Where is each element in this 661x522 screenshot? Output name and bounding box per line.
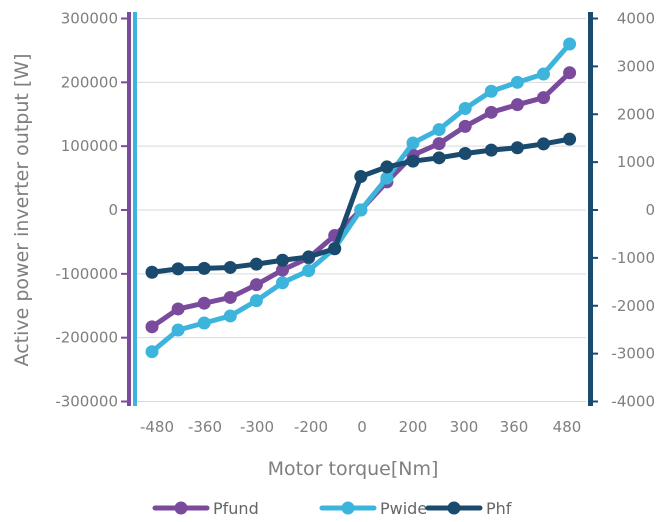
legend-marker-pwide bbox=[341, 501, 355, 515]
data-point-pfund bbox=[510, 98, 524, 112]
data-point-phf bbox=[249, 257, 263, 271]
data-point-pwide bbox=[510, 75, 524, 89]
legend-label-pfund: Pfund bbox=[213, 499, 259, 518]
x-tick-label: 200 bbox=[399, 418, 428, 436]
y-axis-title: Active power inverter output [W] bbox=[11, 54, 33, 367]
x-axis-ticks: -480 -360 -300 -200 0 200 300 360 480 bbox=[140, 418, 581, 436]
data-point-phf bbox=[537, 137, 550, 151]
left-tick-label: -100000 bbox=[55, 265, 118, 283]
legend-label-pwide: Pwide bbox=[380, 499, 427, 518]
data-point-pwide bbox=[223, 309, 237, 323]
data-point-pfund bbox=[145, 320, 159, 334]
data-point-pfund bbox=[537, 91, 550, 105]
data-point-pfund bbox=[484, 105, 498, 119]
x-axis-title: Motor torque[Nm] bbox=[268, 458, 439, 480]
data-point-phf bbox=[458, 147, 472, 161]
x-tick-label: 480 bbox=[553, 418, 582, 436]
left-tick-label: 200000 bbox=[61, 73, 118, 91]
data-point-pfund bbox=[171, 302, 185, 316]
data-point-phf bbox=[510, 141, 524, 155]
data-point-pwide bbox=[197, 316, 211, 330]
data-point-pwide bbox=[458, 102, 472, 116]
legend-label-phf: Phf bbox=[486, 499, 512, 518]
data-point-pwide bbox=[380, 171, 394, 185]
data-point-pfund bbox=[563, 66, 577, 80]
data-point-phf bbox=[302, 250, 316, 264]
series-line-pwide bbox=[149, 41, 573, 355]
series-line-pfund bbox=[149, 70, 573, 330]
data-point-phf bbox=[145, 265, 159, 279]
data-point-pfund bbox=[249, 278, 263, 292]
legend-marker-phf bbox=[447, 501, 461, 515]
right-tick-label: -4000 bbox=[611, 393, 655, 411]
data-point-phf bbox=[432, 151, 446, 165]
right-tick-label: 2000 bbox=[617, 105, 655, 123]
right-tick-label: -2000 bbox=[611, 297, 655, 315]
data-point-phf bbox=[223, 260, 237, 274]
data-point-phf bbox=[563, 132, 577, 146]
x-tick-label: -300 bbox=[240, 418, 274, 436]
data-point-pfund bbox=[223, 290, 237, 304]
right-tick-label: 4000 bbox=[617, 10, 655, 28]
left-axis-bar-pwide bbox=[133, 12, 137, 406]
data-point-pfund bbox=[276, 263, 289, 277]
gridlines bbox=[137, 18, 586, 402]
right-tick-label: -3000 bbox=[611, 345, 655, 363]
x-tick-label: 300 bbox=[450, 418, 479, 436]
data-point-phf bbox=[171, 262, 185, 276]
left-y-axis-ticks: -300000 -200000 -100000 0 100000 200000 300000 bbox=[55, 10, 118, 411]
right-tick-label: -1000 bbox=[611, 249, 655, 267]
x-tick-label: -200 bbox=[294, 418, 328, 436]
data-point-pwide bbox=[537, 67, 550, 81]
data-point-phf bbox=[328, 242, 342, 256]
left-tick-label: 300000 bbox=[61, 10, 118, 28]
left-tick-label: 100000 bbox=[61, 137, 118, 155]
right-y-axis-ticks: -4000 -3000 -2000 -1000 0 1000 2000 3000 4000 bbox=[611, 10, 655, 411]
x-tick-label: 360 bbox=[500, 418, 529, 436]
data-point-pwide bbox=[145, 345, 159, 359]
data-point-pwide bbox=[432, 123, 446, 137]
data-point-pfund bbox=[197, 296, 211, 310]
right-tick-label: 0 bbox=[645, 201, 655, 219]
left-tick-label: 0 bbox=[108, 201, 118, 219]
data-point-pwide bbox=[563, 37, 577, 51]
x-tick-label: 0 bbox=[357, 418, 367, 436]
data-point-pfund bbox=[432, 137, 446, 151]
data-point-phf bbox=[354, 169, 368, 183]
data-point-pwide bbox=[354, 203, 368, 217]
axes bbox=[121, 12, 598, 406]
data-point-pwide bbox=[302, 264, 316, 278]
x-tick-label: -360 bbox=[188, 418, 222, 436]
left-axis-bar-pfund bbox=[127, 12, 131, 406]
right-tick-label: 1000 bbox=[617, 153, 655, 171]
data-point-pwide bbox=[276, 276, 289, 290]
legend-marker-pfund bbox=[174, 501, 188, 515]
left-tick-label: -200000 bbox=[55, 329, 118, 347]
data-point-phf bbox=[276, 253, 289, 267]
data-point-phf bbox=[380, 160, 394, 174]
data-point-pwide bbox=[406, 136, 420, 150]
data-point-pwide bbox=[249, 294, 263, 308]
data-point-pfund bbox=[458, 119, 472, 133]
x-tick-label: -480 bbox=[140, 418, 174, 436]
data-point-pwide bbox=[484, 84, 498, 98]
data-point-phf bbox=[197, 261, 211, 275]
right-tick-label: 3000 bbox=[617, 57, 655, 75]
right-axis-bar-phf bbox=[588, 12, 593, 406]
data-point-phf bbox=[484, 143, 498, 157]
legend: Pfund Pwide Phf bbox=[152, 499, 512, 518]
plot-series bbox=[145, 37, 577, 359]
data-point-pwide bbox=[171, 323, 185, 337]
data-point-phf bbox=[406, 154, 420, 168]
left-tick-label: -300000 bbox=[55, 393, 118, 411]
